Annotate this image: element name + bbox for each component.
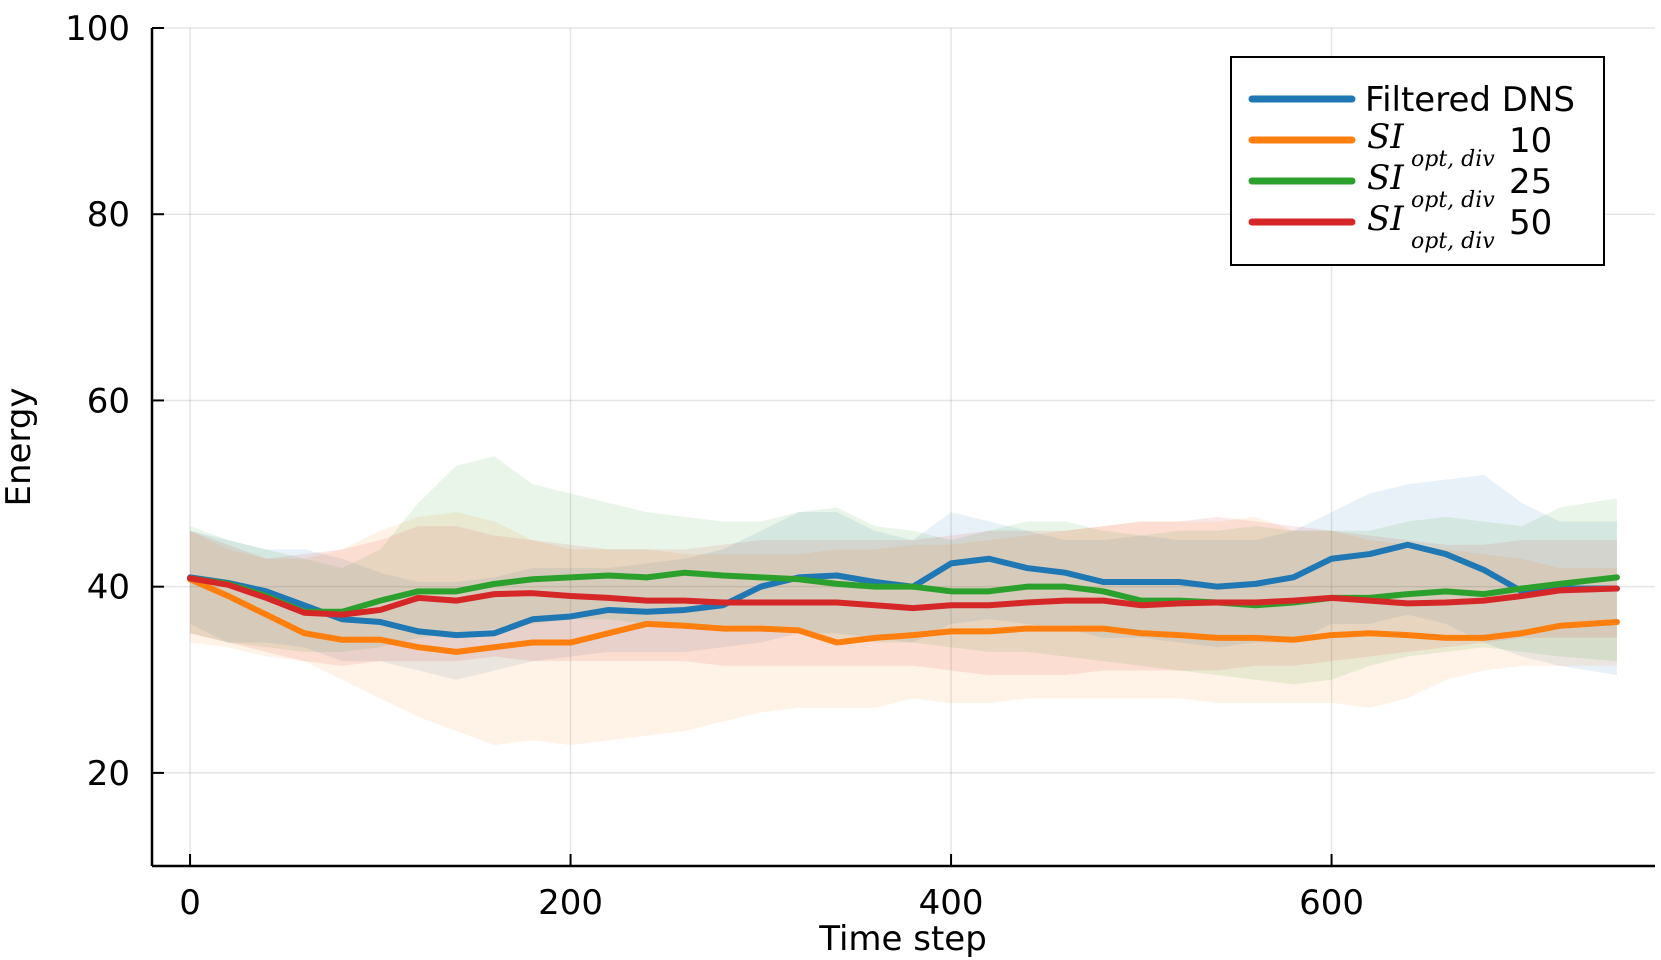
band-series-2 — [190, 512, 1617, 745]
legend-label: Filtered DNS — [1365, 80, 1575, 120]
legend-label: 10 — [1509, 121, 1552, 161]
axes — [150, 28, 1655, 868]
y-tick-label: 20 — [87, 754, 130, 794]
y-tick-label: 60 — [87, 381, 130, 421]
series-lines — [187, 541, 1620, 655]
legend-label-subscript: opt, div — [1411, 188, 1495, 213]
x-tick-label: 600 — [1299, 883, 1364, 923]
legend-entry-4: SI opt, div 50 — [1248, 199, 1552, 254]
legend-box — [1230, 56, 1605, 266]
x-tick-label: 0 — [179, 883, 201, 923]
legend-label: 25 — [1509, 162, 1552, 202]
line-series-4 — [187, 575, 1620, 618]
line-series-2 — [187, 576, 1620, 655]
y-tick-label: 100 — [65, 9, 130, 49]
x-axis-title: Time step — [818, 919, 987, 959]
band-series-1 — [190, 474, 1617, 680]
y-tick-label: 80 — [87, 195, 130, 235]
legend-label-subscript: opt, div — [1411, 147, 1495, 172]
legend-label-math: SI — [1367, 117, 1404, 157]
legend-entry-3: SI opt, div 25 — [1248, 158, 1552, 213]
legend-label-subscript: opt, div — [1411, 229, 1495, 254]
x-tick-label: 400 — [919, 883, 984, 923]
legend-label-math: SI — [1367, 199, 1404, 239]
y-axis-title: Energy — [0, 387, 39, 506]
uncertainty-bands — [190, 456, 1617, 745]
band-series-3 — [190, 456, 1617, 685]
ticks: 0 200 400 600 20 40 60 80 100 — [65, 9, 1364, 923]
y-tick-label: 40 — [87, 568, 130, 608]
legend-entry-2: SI opt, div 10 — [1248, 117, 1552, 172]
x-tick-label: 200 — [538, 883, 603, 923]
legend-label-math: SI — [1367, 158, 1404, 198]
legend-label: 50 — [1509, 203, 1552, 243]
legend-entry-1: Filtered DNS — [1248, 80, 1575, 120]
